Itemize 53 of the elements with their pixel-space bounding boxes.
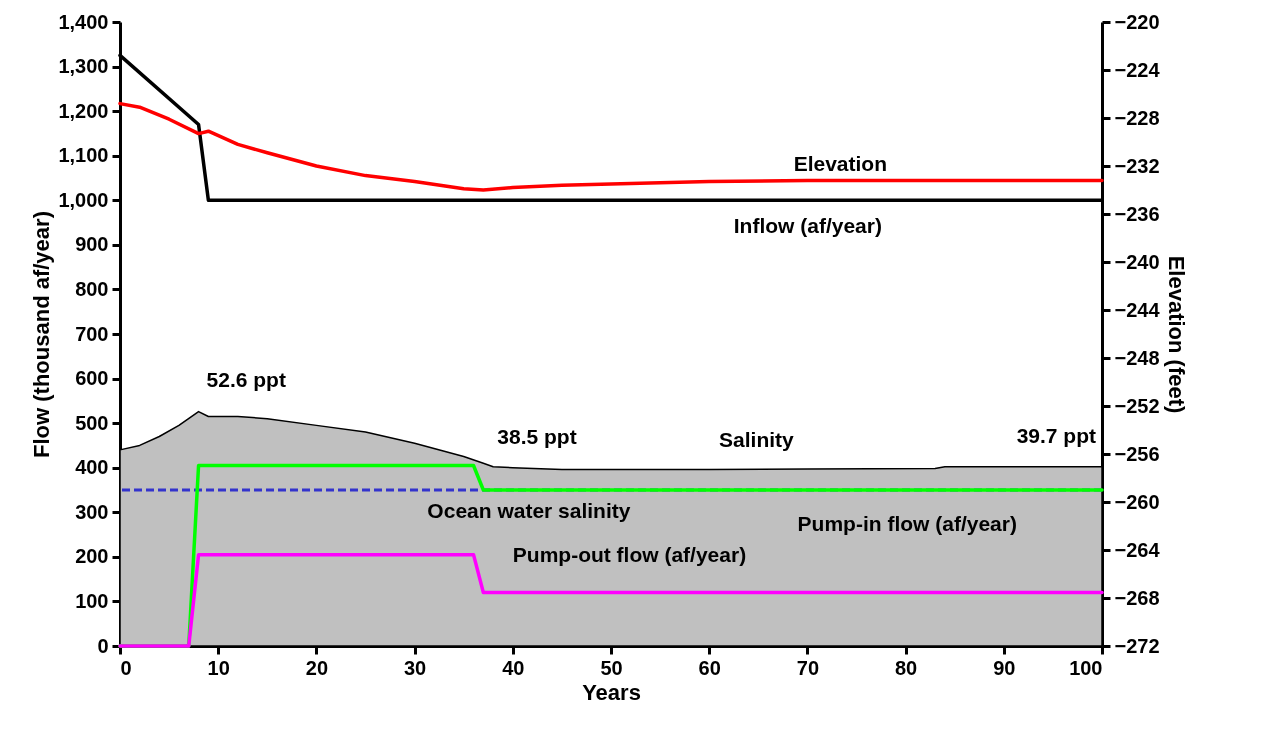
series-label: Pump-in flow (af/year) <box>797 512 1017 535</box>
y2-tick-label: −248 <box>1114 346 1160 369</box>
line-series <box>118 101 1104 192</box>
x-tick-label: 0 <box>120 656 132 679</box>
y2-tick-label: −232 <box>1114 154 1160 177</box>
y2-tick-label: −256 <box>1114 442 1160 465</box>
x-tick-label: 30 <box>403 656 427 679</box>
annotation: 52.6 ppt <box>206 367 286 391</box>
y2-tick-label: −228 <box>1114 106 1160 129</box>
y-tick-label: 300 <box>75 500 109 523</box>
y-tick-label: 1,300 <box>58 55 109 78</box>
y2-tick-label: −224 <box>1114 58 1161 81</box>
y2-tick-label: −268 <box>1114 586 1160 609</box>
y-tick-label: 400 <box>75 456 109 479</box>
x-axis-title: Years <box>582 679 641 705</box>
y-tick-label: 100 <box>75 589 109 612</box>
y-tick-label: 1,100 <box>58 144 109 167</box>
x-tick-label: 40 <box>502 656 525 679</box>
series-label: Inflow (af/year) <box>733 214 882 238</box>
annotation: 39.7 ppt <box>1016 423 1096 447</box>
x-tick-label: 100 <box>1069 656 1103 679</box>
y-tick-label: 1,200 <box>58 99 109 122</box>
series-label: Elevation <box>793 151 888 175</box>
y-tick-label: 800 <box>75 277 109 300</box>
x-tick-label: 20 <box>305 656 329 679</box>
y-tick-label: 200 <box>75 545 109 568</box>
x-tick-label: 70 <box>796 656 820 679</box>
y2-tick-label: −220 <box>1114 10 1160 33</box>
x-tick-label: 80 <box>894 656 918 679</box>
x-tick-label: 50 <box>600 656 623 679</box>
series-label: Pump-out flow (af/year) <box>512 542 747 566</box>
y2-tick-label: −236 <box>1114 202 1160 225</box>
y-tick-label: 1,400 <box>58 10 109 33</box>
y2-tick-label: −240 <box>1114 250 1160 273</box>
x-tick-label: 60 <box>698 656 721 679</box>
y-tick-label: 500 <box>75 411 109 434</box>
series-label: Salinity <box>719 428 795 452</box>
y-tick-label: 600 <box>75 367 109 390</box>
y2-tick-label: −252 <box>1114 394 1160 417</box>
annotation: 38.5 ppt <box>497 425 577 449</box>
x-tick-label: 10 <box>207 656 230 679</box>
y-tick-label: 1,000 <box>58 188 109 211</box>
y-tick-label: 700 <box>75 322 109 345</box>
y2-tick-label: −260 <box>1114 490 1160 513</box>
y2-tick-label: −244 <box>1114 298 1161 321</box>
y2-tick-label: −264 <box>1114 538 1161 561</box>
y2-tick-label: −272 <box>1114 634 1160 657</box>
y-tick-label: 900 <box>75 233 109 256</box>
y-axis-title: Flow (thousand af/year) <box>29 211 55 458</box>
y2-axis-title: Elevation (feet) <box>1163 255 1189 414</box>
y-tick-label: 0 <box>97 634 109 657</box>
x-tick-label: 90 <box>993 656 1016 679</box>
ref-line-label: Ocean water salinity <box>427 499 631 522</box>
